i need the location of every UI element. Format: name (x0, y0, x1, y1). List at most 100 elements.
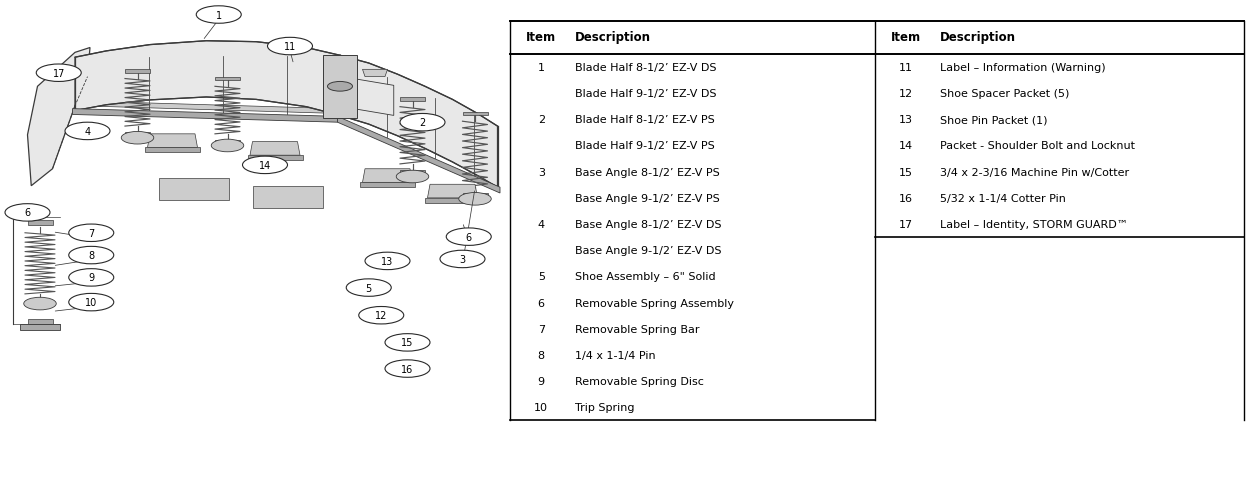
Text: 5: 5 (538, 272, 545, 282)
Text: Removable Spring Bar: Removable Spring Bar (575, 324, 700, 334)
Text: 5: 5 (366, 283, 372, 293)
Text: 15: 15 (899, 167, 914, 177)
Text: 4: 4 (85, 127, 90, 136)
Polygon shape (425, 198, 480, 203)
Text: 1: 1 (538, 63, 545, 73)
Text: Base Angle 9-1/2’ EZ-V DS: Base Angle 9-1/2’ EZ-V DS (575, 246, 721, 256)
Polygon shape (428, 185, 478, 198)
Circle shape (69, 269, 114, 287)
Text: 3: 3 (538, 167, 545, 177)
Text: 6: 6 (466, 232, 471, 242)
Polygon shape (356, 80, 394, 116)
Circle shape (396, 171, 429, 183)
Text: Shoe Spacer Packet (5): Shoe Spacer Packet (5) (940, 89, 1070, 99)
Text: 10: 10 (534, 403, 549, 412)
Text: Blade Half 8-1/2’ EZ-V PS: Blade Half 8-1/2’ EZ-V PS (575, 115, 715, 125)
Text: 12: 12 (375, 311, 388, 320)
Text: 8: 8 (89, 251, 94, 260)
Polygon shape (125, 133, 150, 136)
Circle shape (385, 334, 430, 351)
Text: 4: 4 (538, 220, 545, 229)
Circle shape (69, 225, 114, 242)
Text: 2: 2 (538, 115, 545, 125)
Polygon shape (28, 220, 52, 225)
Text: Item: Item (526, 31, 556, 44)
Text: 5/32 x 1-1/4 Cotter Pin: 5/32 x 1-1/4 Cotter Pin (940, 194, 1066, 203)
Text: 11: 11 (284, 42, 296, 52)
Circle shape (5, 204, 50, 222)
Text: 1/4 x 1-1/4 Pin: 1/4 x 1-1/4 Pin (575, 350, 656, 360)
Circle shape (242, 157, 288, 174)
Polygon shape (148, 135, 198, 148)
Text: 14: 14 (899, 141, 914, 151)
Circle shape (36, 65, 81, 82)
Circle shape (24, 298, 56, 310)
Text: 11: 11 (899, 63, 914, 73)
Polygon shape (20, 324, 60, 330)
Circle shape (65, 123, 110, 140)
Circle shape (69, 247, 114, 264)
Text: 16: 16 (899, 194, 914, 203)
Text: 3/4 x 2-3/16 Machine Pin w/Cotter: 3/4 x 2-3/16 Machine Pin w/Cotter (940, 167, 1129, 177)
Text: 7: 7 (88, 228, 95, 238)
Text: Packet - Shoulder Bolt and Locknut: Packet - Shoulder Bolt and Locknut (940, 141, 1135, 151)
Text: Item: Item (891, 31, 921, 44)
Text: 15: 15 (401, 338, 414, 348)
Polygon shape (400, 170, 425, 174)
Circle shape (268, 38, 312, 56)
Polygon shape (28, 48, 90, 186)
Polygon shape (250, 142, 300, 156)
Circle shape (196, 7, 241, 24)
Text: 13: 13 (381, 257, 394, 266)
Polygon shape (248, 156, 302, 161)
Text: Base Angle 9-1/2’ EZ-V PS: Base Angle 9-1/2’ EZ-V PS (575, 194, 720, 203)
Text: Removable Spring Disc: Removable Spring Disc (575, 377, 704, 386)
Text: 8: 8 (538, 350, 545, 360)
Text: Removable Spring Assembly: Removable Spring Assembly (575, 298, 734, 308)
Polygon shape (78, 67, 338, 78)
Text: 12: 12 (899, 89, 914, 99)
Text: 14: 14 (259, 161, 271, 170)
Circle shape (400, 114, 445, 132)
Text: Shoe Pin Packet (1): Shoe Pin Packet (1) (940, 115, 1048, 125)
Text: 10: 10 (85, 298, 98, 307)
Polygon shape (340, 56, 498, 188)
Text: Trip Spring: Trip Spring (575, 403, 635, 412)
Polygon shape (159, 179, 229, 201)
Polygon shape (215, 140, 240, 144)
Text: Base Angle 8-1/2’ EZ-V DS: Base Angle 8-1/2’ EZ-V DS (575, 220, 721, 229)
Text: 6: 6 (538, 298, 545, 308)
Text: Label – Identity, STORM GUARD™: Label – Identity, STORM GUARD™ (940, 220, 1128, 229)
Circle shape (121, 132, 154, 145)
Text: 3: 3 (460, 255, 465, 264)
Polygon shape (78, 102, 338, 114)
Polygon shape (362, 70, 388, 77)
Polygon shape (253, 186, 322, 208)
Polygon shape (400, 98, 425, 102)
Polygon shape (215, 78, 240, 81)
Text: 9: 9 (89, 273, 94, 283)
Polygon shape (322, 56, 357, 119)
Text: 6: 6 (25, 208, 30, 218)
Text: Description: Description (940, 31, 1016, 44)
Circle shape (211, 140, 244, 152)
Text: 2: 2 (420, 118, 425, 128)
Text: 9: 9 (538, 377, 545, 386)
Polygon shape (338, 117, 500, 194)
Text: Description: Description (575, 31, 651, 44)
Circle shape (440, 251, 485, 268)
Text: 1: 1 (216, 11, 221, 20)
Circle shape (359, 307, 404, 324)
Circle shape (69, 294, 114, 311)
Text: Blade Half 8-1/2’ EZ-V DS: Blade Half 8-1/2’ EZ-V DS (575, 63, 716, 73)
Polygon shape (72, 109, 338, 123)
Circle shape (328, 82, 352, 92)
Polygon shape (28, 319, 52, 324)
Circle shape (385, 360, 430, 378)
Circle shape (365, 253, 410, 270)
Polygon shape (360, 183, 415, 188)
Circle shape (346, 279, 391, 297)
Text: 17: 17 (52, 69, 65, 78)
Circle shape (459, 193, 491, 206)
Text: Shoe Assembly – 6" Solid: Shoe Assembly – 6" Solid (575, 272, 715, 282)
